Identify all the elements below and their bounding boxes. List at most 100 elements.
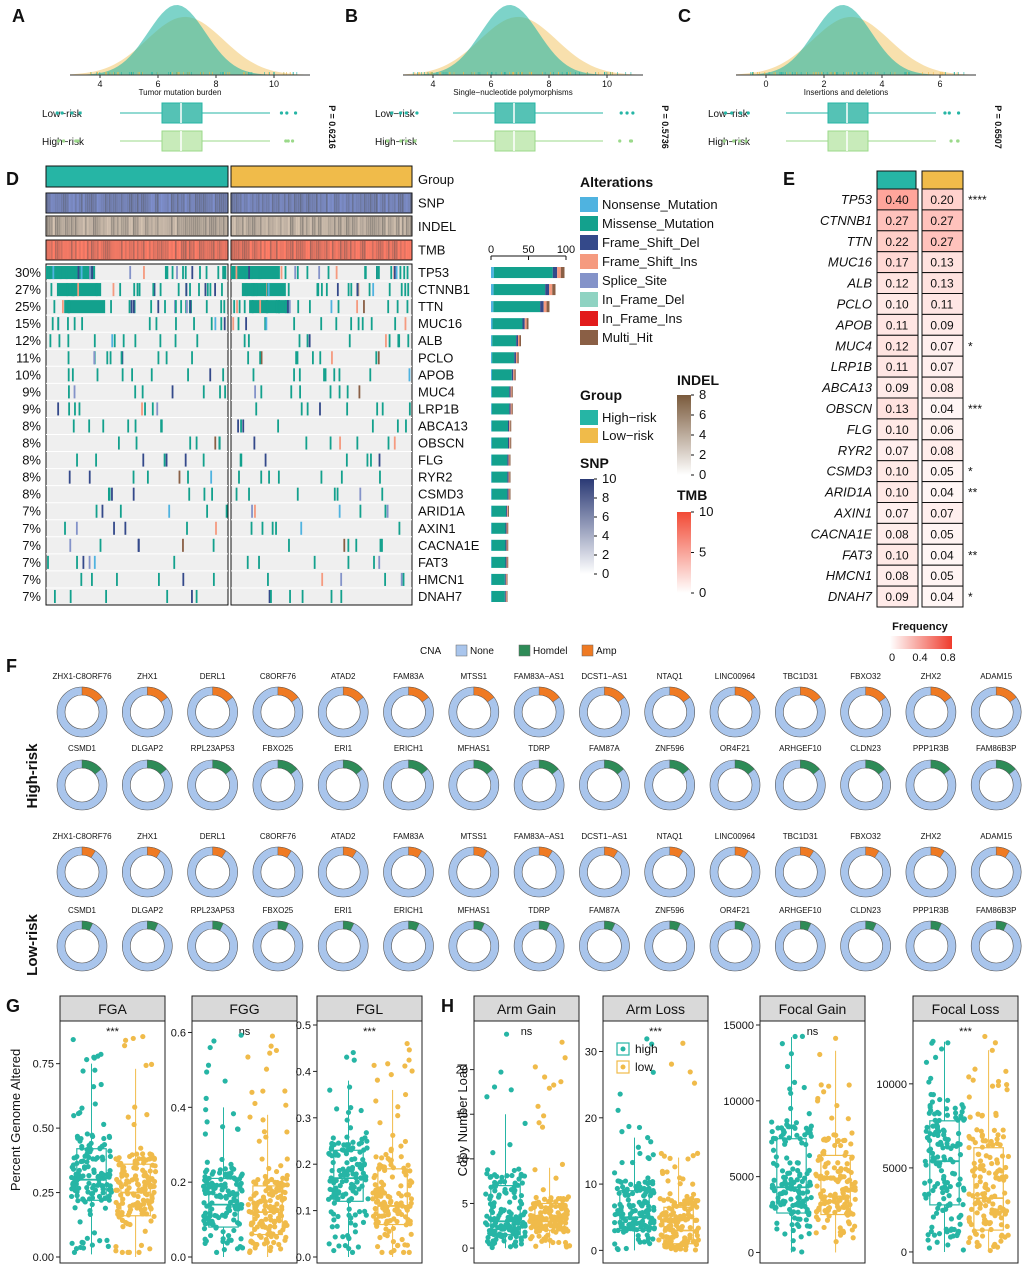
mutation-mark (356, 300, 359, 314)
data-point (650, 1069, 656, 1075)
data-point (225, 1188, 231, 1194)
data-point (815, 1216, 821, 1223)
mutation-mark (159, 283, 162, 297)
data-point (550, 1228, 556, 1234)
stripe (213, 194, 215, 212)
stripe (286, 194, 288, 212)
data-point (210, 1169, 216, 1175)
data-point (989, 1083, 996, 1089)
gene-bar-seg (509, 471, 511, 483)
gene-percent: 27% (15, 282, 41, 297)
stripe (270, 194, 272, 212)
data-point (388, 1071, 394, 1078)
data-point (372, 1182, 378, 1188)
facet-title: FGL (356, 1001, 383, 1017)
mutation-mark (144, 402, 146, 416)
stripe (203, 194, 205, 212)
stripe (234, 194, 236, 212)
mutation-mark (300, 521, 303, 535)
data-point (626, 1202, 632, 1208)
significance: * (968, 339, 973, 353)
gene-bar-seg (526, 318, 529, 330)
data-point (151, 1183, 157, 1189)
stripe (296, 217, 298, 235)
data-point (207, 1044, 213, 1051)
data-point (490, 1238, 496, 1244)
stripe (330, 217, 332, 235)
stripe (290, 194, 292, 212)
data-point (261, 1224, 267, 1230)
data-point (826, 1213, 832, 1219)
data-point (970, 1193, 976, 1199)
y-tick-label: 30 (585, 1047, 597, 1059)
stripe (324, 241, 326, 259)
stripe (167, 217, 169, 235)
stripe (306, 217, 308, 235)
stripe (382, 194, 384, 212)
data-point (261, 1208, 267, 1214)
stripe (380, 217, 382, 235)
stripe (207, 194, 209, 212)
stripe (368, 217, 370, 235)
x-tick-label: 6 (488, 79, 493, 89)
mutation-mark (284, 266, 287, 280)
mutation-mark (157, 300, 160, 314)
mutation-mark (251, 300, 254, 314)
stripe (51, 194, 53, 212)
data-point (333, 1185, 339, 1191)
data-point (278, 1246, 284, 1252)
stripe (234, 241, 236, 259)
data-point (489, 1244, 495, 1251)
gene-label: ZNF596 (655, 906, 684, 915)
data-point (689, 1195, 695, 1202)
data-point (119, 1173, 125, 1179)
outlier (74, 139, 78, 143)
data-point (127, 1203, 133, 1209)
data-point (844, 1198, 850, 1204)
data-point (249, 1089, 255, 1095)
data-point (331, 1180, 337, 1186)
stripe (221, 217, 223, 235)
gene-name: CTNNB1 (418, 282, 470, 297)
stripe (250, 217, 252, 235)
data-point (268, 1233, 274, 1240)
stripe (312, 217, 314, 235)
gene-label: FAM87A (589, 744, 620, 753)
data-point (131, 1165, 137, 1171)
data-point (941, 1196, 947, 1202)
data-point (834, 1102, 840, 1109)
data-point (934, 1125, 941, 1131)
stripe (378, 194, 380, 212)
freq-value-low: 0.04 (930, 590, 954, 604)
stripe (278, 241, 280, 259)
mutation-mark (370, 317, 373, 331)
gene-bar-seg (507, 556, 509, 568)
stripe (101, 217, 103, 235)
mutation-mark (381, 538, 383, 552)
mutation-mark (65, 266, 68, 280)
mutation-mark (245, 283, 248, 297)
data-point (978, 1128, 984, 1134)
data-point (546, 1085, 552, 1091)
data-point (75, 1110, 82, 1117)
mutation-mark (251, 504, 253, 518)
gradient-tick-label: 0 (889, 652, 895, 664)
stripe (342, 194, 344, 212)
gene-label: RPL23AP53 (191, 906, 236, 915)
stripe (300, 194, 302, 212)
data-point (348, 1220, 354, 1226)
gene-bar-seg (491, 420, 492, 432)
data-point (942, 1136, 948, 1142)
stripe (236, 241, 238, 259)
outlier (398, 111, 403, 115)
data-point (519, 1180, 525, 1186)
gene-bar-seg (509, 454, 511, 466)
data-point (553, 1199, 559, 1205)
freq-value-low: 0.07 (930, 507, 954, 521)
data-point (121, 1164, 127, 1170)
stripe (77, 194, 79, 212)
gene-bar-seg (510, 403, 512, 415)
mutation-mark (49, 334, 52, 348)
gene-bar-seg (506, 522, 508, 534)
data-point (331, 1217, 337, 1223)
